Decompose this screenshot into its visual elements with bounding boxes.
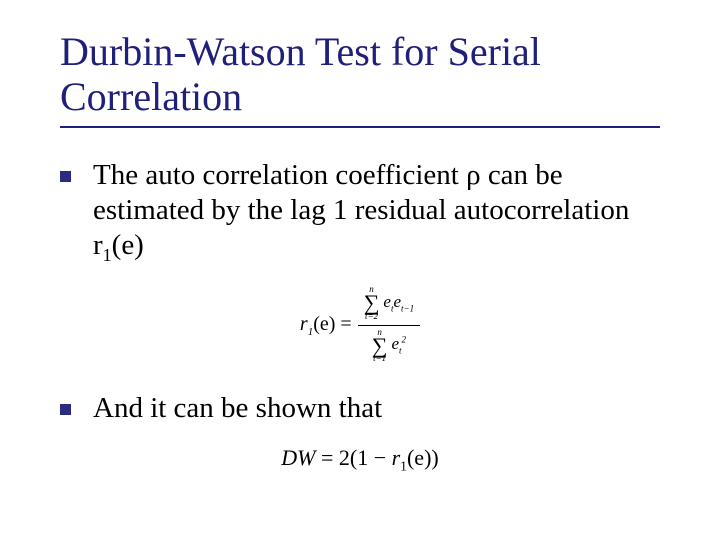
page-title: Durbin-Watson Test for Serial Correlatio… xyxy=(60,30,660,128)
lower-limit: t=2 xyxy=(365,312,378,321)
subscript: t−1 xyxy=(401,303,414,313)
denominator: n ∑ t=1 et2 xyxy=(366,328,412,366)
text-fragment: The auto correlation coefficient xyxy=(93,159,466,191)
subscript: 1 xyxy=(400,458,407,473)
bullet-text-2: And it can be shown that xyxy=(93,391,382,426)
bullet-list: The auto correlation coefficient ρ can b… xyxy=(60,158,660,474)
slide: Durbin-Watson Test for Serial Correlatio… xyxy=(0,0,720,540)
fraction: n ∑ t=2 etet−1 n ∑ t=1 xyxy=(358,285,420,365)
arg: (e) xyxy=(313,313,335,335)
sigma-icon: n ∑ t=1 xyxy=(372,328,388,364)
formula-dw: DW = 2(1 − r1(e)) xyxy=(60,445,660,474)
text-fragment: = 2(1 − xyxy=(315,445,391,470)
numerator: n ∑ t=2 etet−1 xyxy=(358,285,420,323)
var-r: r xyxy=(300,313,308,335)
superscript: 2 xyxy=(402,335,407,345)
subscript-1: 1 xyxy=(103,245,112,265)
text-fragment: (e)) xyxy=(407,445,439,470)
var-r: r xyxy=(392,445,401,470)
var-e: e xyxy=(391,334,399,353)
var-e: e xyxy=(383,292,391,311)
text-fragment: (e) xyxy=(112,229,144,261)
formula-r1e: r1(e) = n ∑ t=2 etet−1 xyxy=(60,285,660,365)
square-bullet-icon xyxy=(60,171,71,182)
subscript: t xyxy=(399,346,402,356)
var-e: e xyxy=(393,292,401,311)
bullet-text-1: The auto correlation coefficient ρ can b… xyxy=(93,158,660,267)
rho-symbol: ρ xyxy=(466,159,480,191)
square-bullet-icon xyxy=(60,404,71,415)
list-item: The auto correlation coefficient ρ can b… xyxy=(60,158,660,267)
var-dw: DW xyxy=(281,445,315,470)
list-item: And it can be shown that xyxy=(60,391,660,426)
equals: = xyxy=(335,313,351,335)
fraction-bar xyxy=(358,325,420,326)
lower-limit: t=1 xyxy=(373,354,386,363)
sigma-icon: n ∑ t=2 xyxy=(364,285,380,321)
